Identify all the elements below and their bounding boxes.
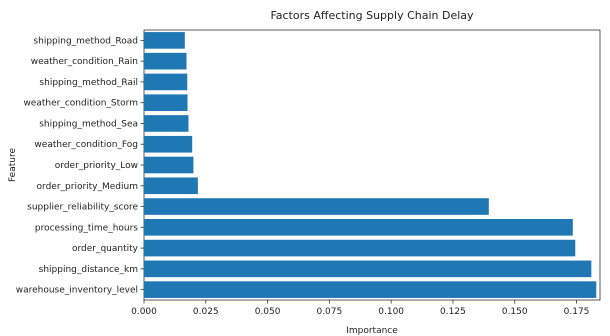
y-tick-label: shipping_method_Sea bbox=[39, 119, 138, 129]
bars bbox=[144, 32, 597, 298]
bar-order_quantity bbox=[144, 239, 576, 257]
bar-shipping_method_Road bbox=[144, 32, 185, 49]
bar-order_priority_Low bbox=[144, 156, 194, 174]
chart-title: Factors Affecting Supply Chain Delay bbox=[270, 9, 474, 22]
bar-processing_time_hours bbox=[144, 219, 573, 236]
y-tick-label: weather_condition_Rain bbox=[31, 57, 138, 67]
bar-order_priority_Medium bbox=[144, 177, 198, 195]
y-tick-label: order_quantity bbox=[72, 244, 139, 254]
bar-shipping_distance_km bbox=[144, 260, 592, 278]
x-tick-label: 0.000 bbox=[131, 307, 157, 317]
y-tick-label: shipping_method_Rail bbox=[39, 78, 138, 88]
plot-area bbox=[143, 29, 601, 301]
bar-shipping_method_Rail bbox=[144, 73, 188, 91]
bar-warehouse_inventory_level bbox=[144, 281, 597, 298]
bar-supplier_reliability_score bbox=[144, 198, 489, 215]
x-axis-ticks: 0.000 0.025 0.050 0.075 0.100 0.125 0.150 0.175 bbox=[131, 300, 589, 317]
y-axis-ticks: shipping_method_Road weather_condition_Ra… bbox=[16, 36, 144, 296]
x-tick-label: 0.125 bbox=[440, 307, 466, 317]
x-tick-label: 0.025 bbox=[193, 307, 219, 317]
y-tick-label: shipping_distance_km bbox=[39, 265, 138, 275]
y-tick-label: order_priority_Low bbox=[55, 161, 138, 171]
y-tick-label: shipping_method_Road bbox=[33, 36, 138, 46]
y-tick-label: weather_condition_Fog bbox=[34, 140, 138, 150]
bar-weather_condition_Storm bbox=[144, 94, 188, 111]
x-axis-label: Importance bbox=[346, 326, 398, 336]
x-tick-label: 0.100 bbox=[378, 307, 404, 317]
bar-weather_condition_Rain bbox=[144, 52, 187, 70]
y-axis-label: Feature bbox=[8, 148, 18, 182]
x-tick-label: 0.175 bbox=[564, 307, 590, 317]
x-tick-label: 0.150 bbox=[502, 307, 528, 317]
bar-shipping_method_Sea bbox=[144, 115, 189, 132]
y-tick-label: weather_condition_Storm bbox=[23, 99, 138, 109]
x-tick-label: 0.075 bbox=[316, 307, 342, 317]
y-tick-label: warehouse_inventory_level bbox=[16, 286, 138, 296]
bar-weather_condition_Fog bbox=[144, 135, 193, 153]
y-tick-label: order_priority_Medium bbox=[37, 182, 138, 192]
y-tick-label: supplier_reliability_score bbox=[27, 203, 138, 213]
y-tick-label: processing_time_hours bbox=[35, 223, 138, 233]
x-tick-label: 0.050 bbox=[255, 307, 281, 317]
